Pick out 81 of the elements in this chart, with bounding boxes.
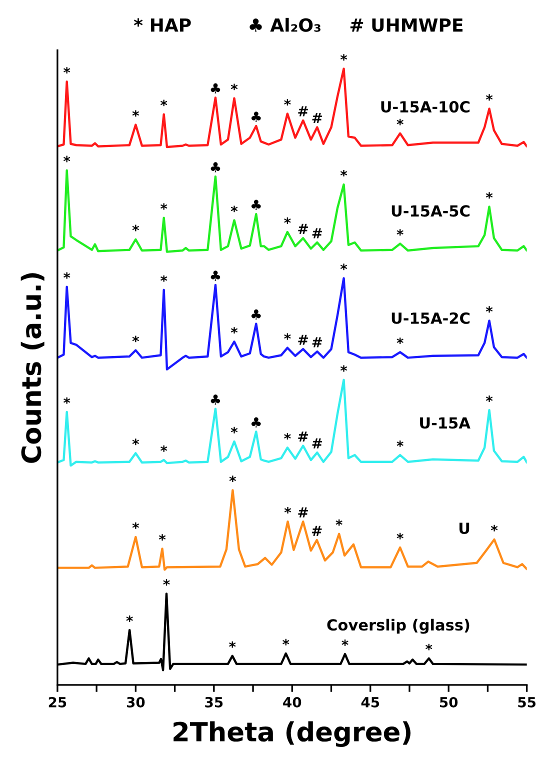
- annotation: *: [284, 99, 291, 106]
- annotation: #: [312, 337, 322, 348]
- text: ♣ Al₂O₃: [250, 18, 320, 32]
- annotation: *: [126, 615, 133, 622]
- annotation: ♣: [251, 417, 261, 428]
- annotation: *: [340, 264, 348, 270]
- annotation: *: [160, 275, 168, 282]
- annotation: *: [132, 438, 140, 446]
- annotation: *: [284, 507, 292, 514]
- annotation: *: [63, 67, 70, 74]
- series-label: U-15A: [420, 417, 470, 429]
- annotation: #: [298, 432, 308, 442]
- annotation: *: [63, 397, 70, 404]
- x-tick-label: 45: [361, 697, 380, 708]
- annotation: ♣: [251, 309, 261, 320]
- series-label: U-15A-5C: [392, 205, 470, 217]
- annotation: *: [340, 170, 348, 176]
- x-tick-label: 55: [518, 697, 536, 708]
- annotation: *: [132, 110, 140, 117]
- x-tick-label: 50: [440, 696, 458, 708]
- series-label: U: [459, 522, 470, 534]
- annotation: ♣: [251, 112, 261, 122]
- annotation: #: [298, 224, 308, 234]
- annotation: #: [298, 334, 308, 345]
- annotation: *: [342, 640, 348, 646]
- annotation: *: [230, 426, 238, 434]
- series-label: Coverslip (glass): [327, 618, 470, 634]
- annotation: *: [340, 54, 348, 61]
- annotation: *: [160, 445, 168, 452]
- annotation: #: [312, 438, 322, 448]
- annotation: *: [132, 336, 140, 342]
- annotation: *: [230, 84, 238, 90]
- text: # UHMWPE: [350, 18, 462, 32]
- annotation: *: [282, 638, 290, 646]
- x-tick-label: 40: [283, 696, 302, 708]
- annotation: *: [396, 338, 404, 344]
- annotation: *: [284, 433, 291, 440]
- x-tick-label: 25: [48, 696, 66, 708]
- annotation: *: [340, 365, 348, 372]
- y-axis-title: Counts (a.u.): [20, 273, 44, 463]
- annotation: *: [132, 522, 140, 529]
- annotation: *: [63, 156, 70, 162]
- annotation: ♣: [210, 162, 220, 172]
- annotation: *: [63, 272, 70, 279]
- annotation: #: [312, 228, 322, 238]
- annotation: *: [160, 100, 168, 106]
- annotation: *: [396, 229, 404, 236]
- annotation: *: [158, 534, 166, 541]
- annotation: ♣: [210, 270, 220, 281]
- annotation: ♣: [210, 394, 220, 405]
- annotation: *: [229, 476, 236, 482]
- annotation: ♣: [251, 200, 261, 210]
- annotation: *: [160, 203, 168, 210]
- x-axis-title: 2Theta (degree): [174, 721, 410, 748]
- x-tick-label: 35: [205, 696, 223, 708]
- annotation: *: [230, 206, 238, 212]
- annotation: *: [284, 217, 291, 224]
- annotation: ♣: [210, 83, 220, 94]
- annotation: *: [163, 579, 170, 586]
- series-label: U-15A-2C: [392, 312, 470, 324]
- annotation: *: [230, 327, 238, 334]
- annotation: #: [312, 113, 322, 123]
- annotation: *: [229, 641, 236, 648]
- text: * HAP: [134, 18, 191, 32]
- annotation: #: [312, 526, 322, 536]
- annotation: *: [396, 440, 404, 447]
- annotation: *: [426, 644, 432, 650]
- annotation: *: [486, 94, 493, 101]
- series-label: U-15A-10C: [381, 101, 470, 113]
- x-tick-label: 30: [126, 696, 145, 708]
- annotation: *: [284, 333, 291, 340]
- annotation: *: [486, 395, 493, 402]
- annotation: *: [486, 306, 493, 313]
- annotation: #: [298, 507, 308, 518]
- annotation: #: [298, 106, 308, 116]
- annotation: *: [336, 519, 342, 526]
- annotation: *: [396, 118, 404, 126]
- annotation: *: [396, 532, 404, 540]
- annotation: *: [486, 192, 493, 199]
- annotation: *: [490, 524, 498, 532]
- annotation: *: [132, 224, 140, 232]
